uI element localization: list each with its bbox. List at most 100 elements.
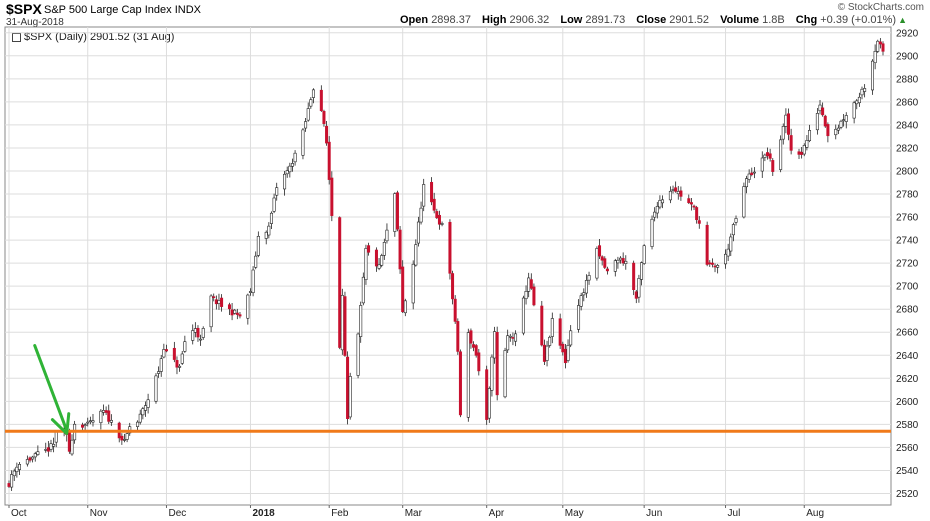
candle-down	[327, 141, 331, 180]
x-tick-label: May	[565, 508, 584, 519]
candle-up	[852, 102, 856, 119]
candle-up	[285, 170, 289, 175]
candle-down	[474, 345, 478, 356]
y-tick-label: 2600	[896, 397, 919, 408]
candle-up	[44, 449, 48, 451]
candle-down	[220, 297, 224, 307]
candle-down	[603, 258, 607, 268]
candle-up	[752, 171, 756, 174]
candle-down	[472, 344, 476, 348]
candle-down	[634, 291, 638, 299]
candle-up	[416, 221, 420, 244]
candle-up	[745, 178, 749, 188]
x-tick-label: Nov	[90, 508, 108, 519]
candle-down	[175, 360, 179, 368]
open-label: Open	[400, 14, 429, 26]
candle-up	[876, 40, 880, 52]
candle-up	[275, 187, 279, 196]
candle-up	[248, 291, 252, 293]
candle-up	[162, 349, 166, 358]
arrow-head-icon	[50, 412, 71, 436]
low-label: Low	[560, 14, 583, 26]
candle-down	[485, 369, 489, 420]
candle-up	[385, 229, 389, 242]
candle-up	[650, 218, 654, 247]
candle-up	[146, 399, 150, 408]
candle-up	[873, 50, 877, 64]
candle-up	[658, 200, 662, 208]
y-tick-label: 2620	[896, 374, 919, 385]
candle-up	[70, 439, 74, 455]
candle-up	[582, 292, 586, 296]
candle-down	[456, 321, 460, 352]
candle-down	[511, 337, 515, 339]
candle-down	[771, 160, 775, 172]
candle-up	[805, 140, 809, 148]
candle-down	[558, 318, 562, 346]
candle-down	[495, 332, 499, 396]
candle-up	[860, 88, 864, 96]
candle-up	[12, 470, 16, 477]
candle-down	[674, 187, 678, 192]
candle-up	[283, 173, 287, 190]
candle-up	[393, 193, 397, 232]
y-tick-label: 2720	[896, 259, 919, 270]
candle-up	[781, 126, 785, 140]
change-label: Chg	[795, 14, 818, 26]
candle-down	[330, 177, 334, 216]
candle-up	[382, 242, 386, 256]
candle-up	[10, 474, 14, 488]
candle-up	[493, 331, 497, 359]
candle-up	[191, 330, 195, 341]
open-value: 2898.37	[431, 14, 471, 26]
candle-down	[768, 153, 772, 159]
candle-up	[440, 223, 444, 225]
candle-up	[52, 444, 56, 447]
candle-down	[230, 309, 234, 316]
candle-up	[545, 345, 549, 361]
candles	[7, 38, 885, 491]
high-value: 2906.32	[509, 14, 550, 26]
candle-up	[256, 236, 260, 256]
candle-down	[374, 249, 378, 267]
plot-area	[4, 26, 892, 506]
y-tick-label: 2660	[896, 328, 919, 339]
candle-up	[729, 236, 733, 252]
candle-up	[246, 294, 250, 319]
candle-up	[254, 255, 258, 268]
x-tick-label: Dec	[168, 508, 186, 519]
candle-down	[196, 327, 200, 338]
candle-up	[747, 173, 751, 180]
quote-date: 31-Aug-2018	[6, 17, 64, 28]
candle-up	[414, 244, 418, 266]
ticker-symbol: $SPX	[6, 1, 42, 17]
candle-up	[233, 309, 237, 314]
annotations	[5, 344, 891, 436]
candle-up	[136, 421, 140, 427]
candle-up	[217, 300, 221, 304]
grid-lines	[5, 27, 891, 505]
candle-up	[671, 189, 675, 191]
candle-up	[411, 263, 415, 304]
candle-down	[107, 410, 111, 422]
candle-up	[587, 275, 591, 281]
candle-up	[86, 421, 90, 424]
candle-up	[490, 356, 494, 391]
candle-down	[789, 135, 793, 151]
candle-up	[361, 276, 365, 304]
candle-up	[403, 300, 407, 314]
candle-up	[101, 410, 105, 413]
candle-down	[212, 296, 216, 298]
candle-up	[359, 305, 363, 337]
candle-up	[661, 199, 665, 204]
exchange-label: INDX	[174, 4, 201, 16]
candle-up	[306, 108, 310, 121]
y-tick-label: 2700	[896, 282, 919, 293]
arrow-shaft	[33, 344, 69, 433]
candle-up	[201, 328, 205, 338]
candle-up	[364, 248, 368, 280]
high-label: High	[482, 14, 507, 26]
candle-up	[54, 430, 58, 443]
candle-up	[304, 121, 308, 129]
